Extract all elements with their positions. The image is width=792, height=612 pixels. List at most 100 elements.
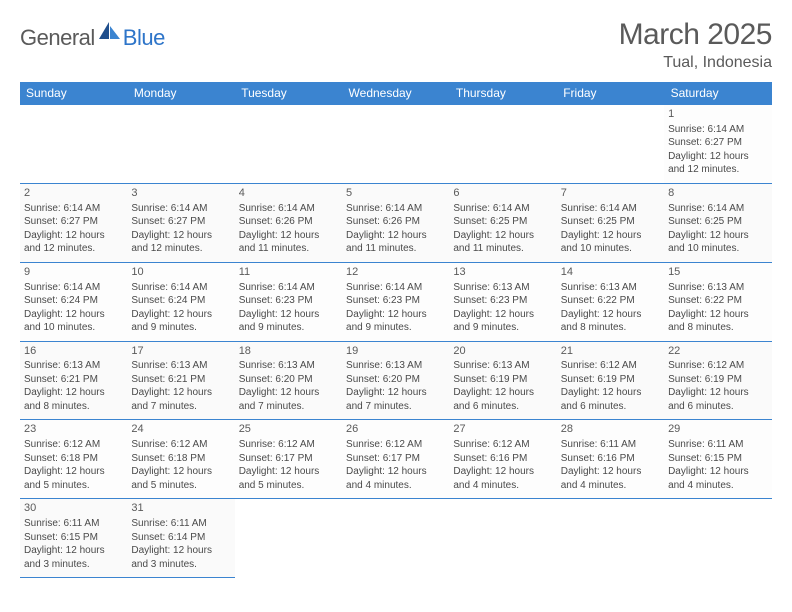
- day-number: 29: [668, 422, 767, 437]
- day-dl2: and 12 minutes.: [24, 242, 123, 256]
- day-sr: Sunrise: 6:14 AM: [239, 202, 338, 216]
- day-dl2: and 10 minutes.: [24, 321, 123, 335]
- day-number: 13: [453, 265, 552, 280]
- day-dl1: Daylight: 12 hours: [239, 229, 338, 243]
- day-dl1: Daylight: 12 hours: [24, 229, 123, 243]
- day-dl2: and 11 minutes.: [346, 242, 445, 256]
- day-sr: Sunrise: 6:14 AM: [346, 281, 445, 295]
- dayname-wed: Wednesday: [342, 82, 449, 105]
- calendar-cell: 28Sunrise: 6:11 AMSunset: 6:16 PMDayligh…: [557, 420, 664, 499]
- day-ss: Sunset: 6:22 PM: [668, 294, 767, 308]
- day-dl1: Daylight: 12 hours: [131, 465, 230, 479]
- day-dl2: and 8 minutes.: [24, 400, 123, 414]
- day-sr: Sunrise: 6:14 AM: [24, 281, 123, 295]
- day-number: 19: [346, 344, 445, 359]
- day-number: 17: [131, 344, 230, 359]
- day-dl1: Daylight: 12 hours: [24, 308, 123, 322]
- day-ss: Sunset: 6:17 PM: [239, 452, 338, 466]
- day-ss: Sunset: 6:19 PM: [453, 373, 552, 387]
- calendar-page: General Blue March 2025 Tual, Indonesia …: [0, 0, 792, 588]
- day-number: 15: [668, 265, 767, 280]
- day-dl1: Daylight: 12 hours: [453, 386, 552, 400]
- day-number: 26: [346, 422, 445, 437]
- day-dl1: Daylight: 12 hours: [346, 229, 445, 243]
- calendar-cell: [557, 105, 664, 184]
- day-number: 31: [131, 501, 230, 516]
- day-dl1: Daylight: 12 hours: [24, 465, 123, 479]
- calendar-cell: 4Sunrise: 6:14 AMSunset: 6:26 PMDaylight…: [235, 183, 342, 262]
- day-dl1: Daylight: 12 hours: [668, 150, 767, 164]
- day-number: 18: [239, 344, 338, 359]
- day-dl2: and 9 minutes.: [346, 321, 445, 335]
- day-ss: Sunset: 6:18 PM: [131, 452, 230, 466]
- day-dl1: Daylight: 12 hours: [561, 386, 660, 400]
- day-sr: Sunrise: 6:14 AM: [131, 281, 230, 295]
- calendar-week: 9Sunrise: 6:14 AMSunset: 6:24 PMDaylight…: [20, 262, 772, 341]
- day-dl2: and 6 minutes.: [668, 400, 767, 414]
- day-ss: Sunset: 6:25 PM: [668, 215, 767, 229]
- calendar-body: 1Sunrise: 6:14 AMSunset: 6:27 PMDaylight…: [20, 105, 772, 578]
- day-sr: Sunrise: 6:14 AM: [561, 202, 660, 216]
- calendar-week: 2Sunrise: 6:14 AMSunset: 6:27 PMDaylight…: [20, 183, 772, 262]
- day-dl1: Daylight: 12 hours: [561, 308, 660, 322]
- day-number: 16: [24, 344, 123, 359]
- day-sr: Sunrise: 6:12 AM: [453, 438, 552, 452]
- day-number: 23: [24, 422, 123, 437]
- day-dl2: and 6 minutes.: [561, 400, 660, 414]
- dayname-mon: Monday: [127, 82, 234, 105]
- day-ss: Sunset: 6:17 PM: [346, 452, 445, 466]
- day-number: 5: [346, 186, 445, 201]
- day-sr: Sunrise: 6:13 AM: [24, 359, 123, 373]
- day-ss: Sunset: 6:24 PM: [131, 294, 230, 308]
- day-number: 3: [131, 186, 230, 201]
- day-dl2: and 4 minutes.: [561, 479, 660, 493]
- calendar-cell: 13Sunrise: 6:13 AMSunset: 6:23 PMDayligh…: [449, 262, 556, 341]
- day-dl2: and 11 minutes.: [239, 242, 338, 256]
- day-number: 6: [453, 186, 552, 201]
- day-sr: Sunrise: 6:11 AM: [24, 517, 123, 531]
- day-number: 21: [561, 344, 660, 359]
- calendar-cell: 5Sunrise: 6:14 AMSunset: 6:26 PMDaylight…: [342, 183, 449, 262]
- day-number: 25: [239, 422, 338, 437]
- day-sr: Sunrise: 6:13 AM: [453, 359, 552, 373]
- day-sr: Sunrise: 6:14 AM: [453, 202, 552, 216]
- day-ss: Sunset: 6:15 PM: [668, 452, 767, 466]
- calendar-cell: 18Sunrise: 6:13 AMSunset: 6:20 PMDayligh…: [235, 341, 342, 420]
- calendar-cell: [127, 105, 234, 184]
- dayname-thu: Thursday: [449, 82, 556, 105]
- calendar-cell: 17Sunrise: 6:13 AMSunset: 6:21 PMDayligh…: [127, 341, 234, 420]
- day-dl2: and 4 minutes.: [668, 479, 767, 493]
- calendar-cell: [235, 105, 342, 184]
- day-sr: Sunrise: 6:11 AM: [561, 438, 660, 452]
- dayname-sat: Saturday: [664, 82, 771, 105]
- sail-icon: [99, 22, 121, 45]
- calendar-cell: 20Sunrise: 6:13 AMSunset: 6:19 PMDayligh…: [449, 341, 556, 420]
- calendar-cell: 14Sunrise: 6:13 AMSunset: 6:22 PMDayligh…: [557, 262, 664, 341]
- day-dl1: Daylight: 12 hours: [24, 544, 123, 558]
- day-dl1: Daylight: 12 hours: [668, 386, 767, 400]
- day-ss: Sunset: 6:21 PM: [24, 373, 123, 387]
- day-ss: Sunset: 6:21 PM: [131, 373, 230, 387]
- day-dl1: Daylight: 12 hours: [453, 308, 552, 322]
- day-sr: Sunrise: 6:12 AM: [24, 438, 123, 452]
- logo-text-1: General: [20, 25, 95, 51]
- day-number: 8: [668, 186, 767, 201]
- day-ss: Sunset: 6:25 PM: [561, 215, 660, 229]
- calendar-cell: [664, 499, 771, 578]
- day-ss: Sunset: 6:18 PM: [24, 452, 123, 466]
- day-number: 30: [24, 501, 123, 516]
- calendar-cell: 19Sunrise: 6:13 AMSunset: 6:20 PMDayligh…: [342, 341, 449, 420]
- dayname-sun: Sunday: [20, 82, 127, 105]
- day-number: 28: [561, 422, 660, 437]
- day-number: 22: [668, 344, 767, 359]
- day-number: 14: [561, 265, 660, 280]
- calendar-cell: 6Sunrise: 6:14 AMSunset: 6:25 PMDaylight…: [449, 183, 556, 262]
- month-title: March 2025: [619, 18, 772, 52]
- day-dl2: and 4 minutes.: [346, 479, 445, 493]
- day-sr: Sunrise: 6:14 AM: [346, 202, 445, 216]
- calendar-cell: 8Sunrise: 6:14 AMSunset: 6:25 PMDaylight…: [664, 183, 771, 262]
- day-sr: Sunrise: 6:13 AM: [239, 359, 338, 373]
- calendar-cell: [20, 105, 127, 184]
- day-dl2: and 7 minutes.: [239, 400, 338, 414]
- calendar-cell: 27Sunrise: 6:12 AMSunset: 6:16 PMDayligh…: [449, 420, 556, 499]
